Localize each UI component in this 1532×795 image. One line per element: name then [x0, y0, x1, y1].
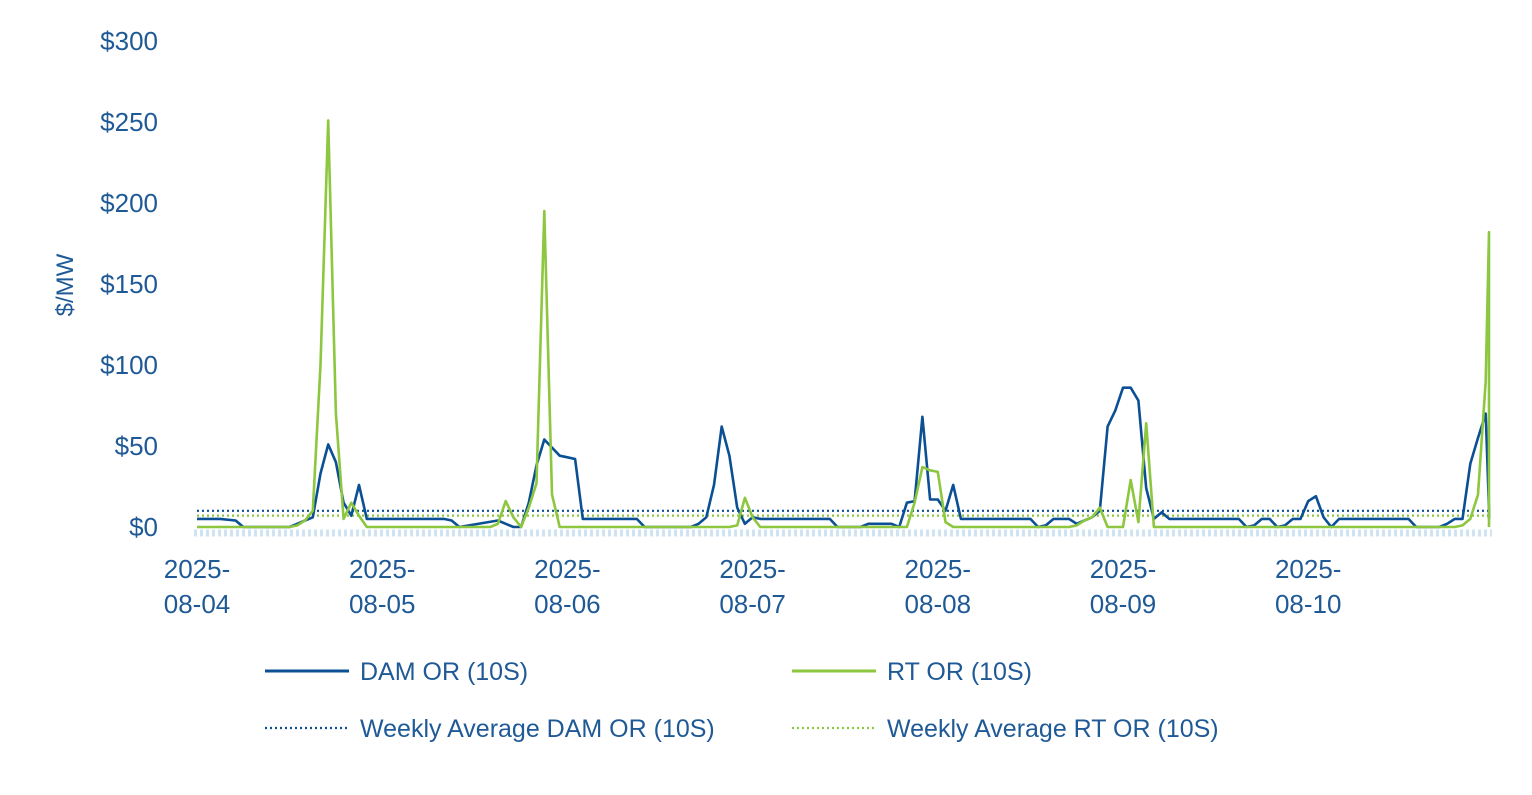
legend-label: Weekly Average RT OR (10S)	[887, 715, 1219, 743]
legend-item: RT OR (10S)	[792, 658, 1032, 686]
x-tick-label: 2025-08-04	[164, 554, 231, 619]
y-tick-label: $250	[100, 107, 158, 137]
y-tick-label: $200	[100, 188, 158, 218]
x-tick-label: 2025-08-07	[719, 554, 786, 619]
series-line	[197, 119, 1491, 529]
series-line	[197, 386, 1491, 529]
legend: DAM OR (10S) RT OR (10S) Weekly Average DA…	[265, 658, 1219, 743]
y-tick-label: $150	[100, 269, 158, 299]
x-tick-label: 2025-08-10	[1275, 554, 1342, 619]
series-lines	[197, 119, 1491, 529]
legend-item: Weekly Average RT OR (10S)	[792, 715, 1219, 743]
x-tick-label: 2025-08-05	[349, 554, 416, 619]
legend-label: DAM OR (10S)	[360, 658, 528, 686]
y-tick-label: $50	[115, 431, 158, 461]
x-axis-ticks: 2025-08-04 2025-08-05 2025-08-06 2025-08-07…	[164, 554, 1342, 619]
legend-label: RT OR (10S)	[887, 658, 1032, 686]
legend-item: DAM OR (10S)	[265, 658, 528, 686]
y-axis-ticks: $0 $50 $100 $150 $200 $250 $300	[100, 26, 158, 542]
legend-label: Weekly Average DAM OR (10S)	[360, 715, 715, 743]
y-tick-label: $100	[100, 350, 158, 380]
y-axis-title: $/MW	[52, 253, 79, 316]
x-tick-label: 2025-08-09	[1090, 554, 1157, 619]
x-tick-label: 2025-08-08	[905, 554, 972, 619]
x-tick-label: 2025-08-06	[534, 554, 601, 619]
weekly-average-lines	[197, 509, 1489, 517]
y-tick-label: $0	[129, 512, 158, 542]
y-tick-label: $300	[100, 26, 158, 56]
legend-item: Weekly Average DAM OR (10S)	[265, 715, 715, 743]
